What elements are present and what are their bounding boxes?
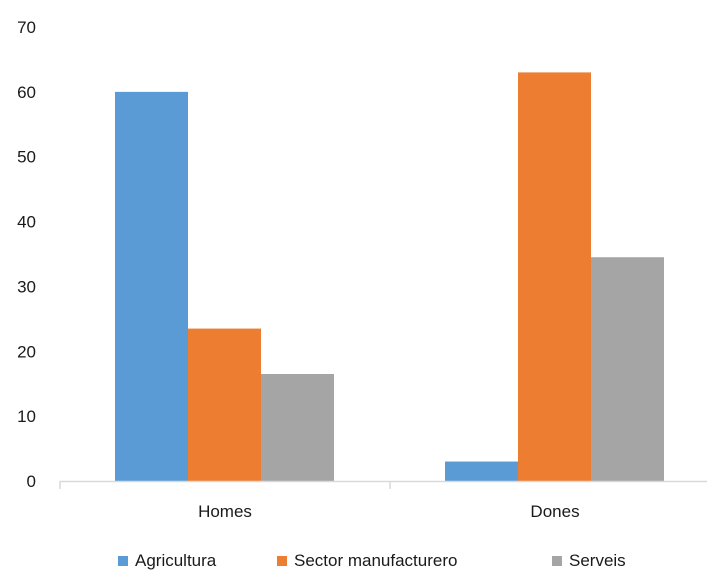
legend-label: Agricultura — [135, 551, 217, 570]
legend-swatch — [277, 556, 287, 566]
legend-label: Sector manufacturero — [294, 551, 457, 570]
y-tick-label: 0 — [27, 472, 36, 491]
bar-serveis-dones — [591, 257, 664, 481]
y-tick-label: 20 — [17, 342, 36, 361]
chart-bars — [115, 72, 664, 482]
legend: Agricultura Sector manufacturero Serveis — [118, 551, 626, 570]
y-tick-label: 30 — [17, 277, 36, 296]
y-tick-label: 70 — [17, 18, 36, 37]
bar-sector-manufacturero-dones — [518, 72, 591, 482]
bar-agricultura-homes — [115, 91, 188, 481]
legend-label: Serveis — [569, 551, 626, 570]
x-axis-category-labels: Homes Dones — [198, 502, 580, 521]
category-label: Homes — [198, 502, 252, 521]
legend-swatch — [118, 556, 128, 566]
category-label: Dones — [530, 502, 579, 521]
legend-swatch — [552, 556, 562, 566]
y-tick-label: 50 — [17, 148, 36, 167]
bar-agricultura-dones — [445, 461, 518, 481]
bar-serveis-homes — [261, 373, 334, 481]
y-tick-label: 40 — [17, 213, 36, 232]
x-axis-ticks — [59, 481, 391, 489]
bar-sector-manufacturero-homes — [188, 328, 261, 481]
y-axis-tick-labels: 0 10 20 30 40 50 60 70 — [17, 18, 36, 491]
y-tick-label: 60 — [17, 83, 36, 102]
y-tick-label: 10 — [17, 407, 36, 426]
